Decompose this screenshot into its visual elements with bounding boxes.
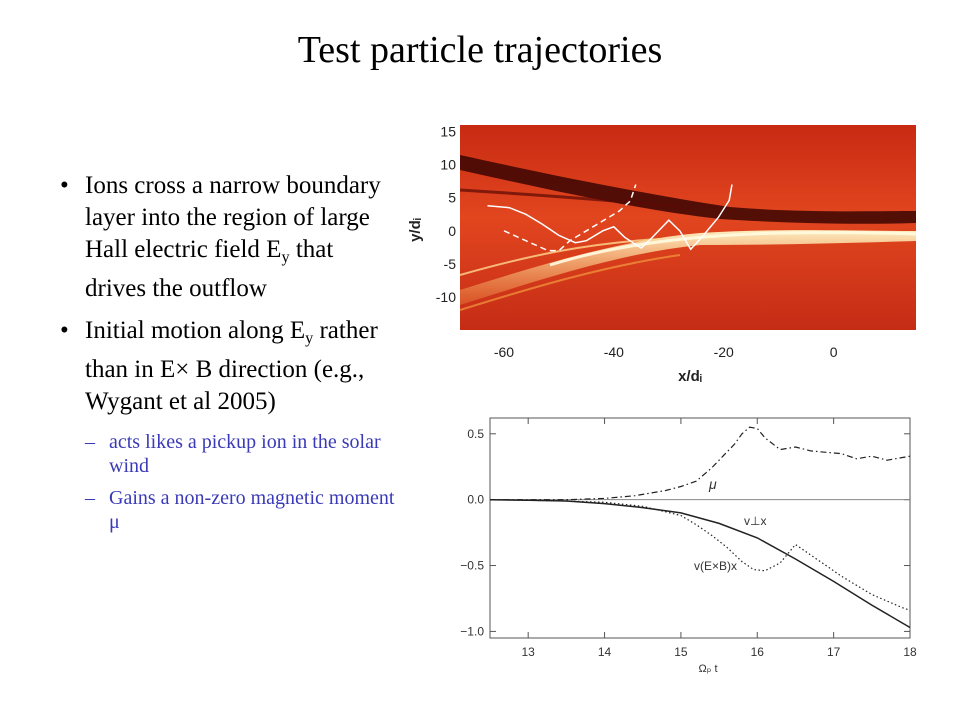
subscript: y xyxy=(305,328,314,347)
y-tick-label: -5 xyxy=(444,256,457,272)
y-tick-label: -10 xyxy=(436,289,456,305)
sub-bullet-text: acts likes a pickup ion in the solar win… xyxy=(109,430,381,477)
bullet-list: • Ions cross a narrow boundary layer int… xyxy=(60,170,400,544)
heatmap-background xyxy=(460,125,916,330)
bullet-text: Initial motion along E xyxy=(85,316,306,344)
heatmap-axes: -60 -40 -20 0 15 10 5 0 -5 -10 xyxy=(436,124,838,360)
dash-marker: – xyxy=(85,430,95,453)
label-mu: μ xyxy=(708,476,717,492)
trajectory-solid xyxy=(487,184,733,251)
plot-series xyxy=(489,426,911,629)
bullet-dot: • xyxy=(60,172,69,199)
series-v-perp-x-line xyxy=(489,498,911,629)
slide-title: Test particle trajectories xyxy=(297,29,663,71)
sub-bullet-item: – Gains a non-zero magnetic moment μ xyxy=(85,486,400,534)
sub-bullet-text: Gains a non-zero magnetic moment μ xyxy=(109,486,395,533)
bullet-item: • Initial motion along Ey rather than in… xyxy=(60,315,400,534)
sub-bullet-list: – acts likes a pickup ion in the solar wi… xyxy=(85,430,400,534)
y-tick-label: 0.0 xyxy=(467,493,484,507)
bullet-text-tail: rather than in E× B direction (e.g., Wyg… xyxy=(85,316,378,415)
x-tick-label: 0 xyxy=(830,344,838,360)
x-tick-label: 17 xyxy=(827,645,841,659)
x-tick-label: 15 xyxy=(674,645,688,659)
x-tick-label: -60 xyxy=(494,344,514,360)
dark-filament xyxy=(460,188,681,209)
y-tick-label: −1.0 xyxy=(460,624,484,638)
simulation-heatmap-figure: -60 -40 -20 0 15 10 5 0 -5 -10 x/dᵢ y/dᵢ xyxy=(407,124,916,385)
upper-dark-layer xyxy=(460,155,916,224)
y-tick-label: 10 xyxy=(440,157,456,173)
sub-bullet-item: – acts likes a pickup ion in the solar wi… xyxy=(85,430,400,478)
heatmap-y-axis-label: y/dᵢ xyxy=(407,218,424,242)
label-v-perp-x: v⊥x xyxy=(744,514,766,528)
bullet-item: • Ions cross a narrow boundary layer int… xyxy=(60,170,400,305)
x-tick-label: 16 xyxy=(751,645,765,659)
y-tick-label: 0.5 xyxy=(467,427,484,441)
series-mu-line xyxy=(490,426,911,501)
orange-filament xyxy=(460,254,681,311)
plot-frame xyxy=(489,417,911,639)
x-tick-label: -20 xyxy=(714,344,734,360)
x-tick-label: 13 xyxy=(522,645,536,659)
plot-axes: 13 14 15 16 17 18 0.5 0.0 −0.5 −1.0 xyxy=(460,418,917,659)
x-tick-label: 18 xyxy=(903,645,917,659)
bright-core xyxy=(549,231,916,267)
plot-x-axis-label: Ωₚ t xyxy=(698,663,717,675)
bullet-text: Ions cross a narrow boundary layer into … xyxy=(85,172,381,263)
subscript: y xyxy=(281,247,290,266)
trajectory-dashed xyxy=(503,184,637,252)
y-tick-label: −0.5 xyxy=(460,559,484,573)
y-tick-label: 15 xyxy=(440,124,456,140)
yellow-filament xyxy=(460,238,661,276)
heatmap-x-axis-label: x/dᵢ xyxy=(678,368,702,385)
bullet-dot: • xyxy=(60,316,69,344)
series-v-exb-x-line xyxy=(489,499,911,611)
bullet-text-tail: that drives the outflow xyxy=(85,236,334,302)
y-tick-label: 5 xyxy=(448,190,456,206)
line-plot-figure: 13 14 15 16 17 18 0.5 0.0 −0.5 −1.0 μ v⊥x v(E×B)x… xyxy=(460,417,917,675)
x-tick-label: 14 xyxy=(598,645,612,659)
label-v-exb-x: v(E×B)x xyxy=(694,559,737,573)
dash-marker: – xyxy=(85,486,95,509)
x-tick-label: -40 xyxy=(604,344,624,360)
y-tick-label: 0 xyxy=(448,223,456,239)
